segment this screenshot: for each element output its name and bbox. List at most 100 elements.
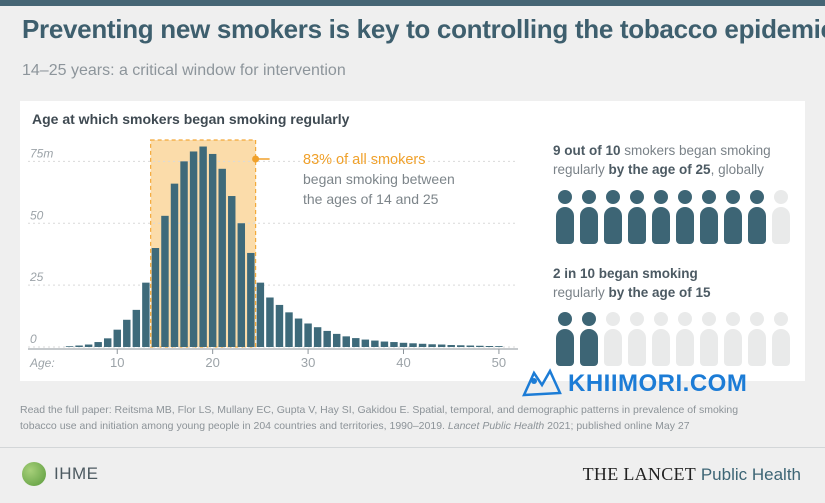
person-body [652, 329, 670, 366]
chart-heading: Age at which smokers began smoking regul… [32, 111, 350, 127]
citation-line2-pre: tobacco use and initiation among young p… [20, 420, 448, 432]
person-icon [724, 312, 742, 366]
person-body [604, 329, 622, 366]
person-icon [772, 190, 790, 244]
lancet-wordmark: THE LANCET [582, 464, 697, 484]
person-icon [580, 312, 598, 366]
histogram-bar [304, 323, 312, 347]
person-head [558, 190, 572, 204]
stat-25-prefix: 9 out of 10 [553, 143, 621, 158]
person-icon [676, 312, 694, 366]
person-head [750, 312, 764, 326]
stat-15-icon-row [556, 312, 790, 366]
person-icon [724, 190, 742, 244]
histogram-bar [409, 343, 417, 347]
person-icon [604, 190, 622, 244]
person-body [772, 329, 790, 366]
person-icon [604, 312, 622, 366]
person-body [628, 207, 646, 244]
x-tick-label: 10 [110, 355, 124, 370]
histogram-bar [437, 344, 446, 347]
top-accent-bar [0, 0, 825, 6]
ihme-globe-icon [22, 462, 46, 486]
histogram-bar [457, 345, 465, 347]
person-body [652, 207, 670, 244]
histogram-bar [189, 151, 198, 347]
histogram-bar [161, 215, 169, 347]
histogram-bar [285, 312, 293, 347]
histogram-bar [466, 345, 475, 347]
histogram-bar [390, 342, 398, 347]
person-head [702, 190, 716, 204]
histogram-bar [237, 223, 246, 347]
person-icon [748, 312, 766, 366]
citation: Read the full paper: Reitsma MB, Flor LS… [20, 402, 738, 434]
person-head [702, 312, 716, 326]
person-icon [556, 312, 574, 366]
ihme-logo-group[interactable]: IHME [22, 462, 99, 486]
x-tick-label: 40 [396, 355, 410, 370]
annotation-line3: the ages of 14 and 25 [303, 191, 439, 207]
histogram-bar [495, 346, 503, 347]
person-head [606, 312, 620, 326]
histogram-bar [361, 339, 370, 347]
watermark-figure-icon [522, 368, 562, 397]
person-head [678, 312, 692, 326]
person-head [630, 190, 644, 204]
histogram-bar [428, 344, 436, 347]
histogram-bar [84, 344, 93, 347]
person-body [628, 329, 646, 366]
histogram-bar [170, 183, 179, 347]
person-head [774, 190, 788, 204]
stat-15-line1: 2 in 10 began smoking [553, 266, 698, 281]
histogram-bar [208, 153, 217, 347]
person-icon [628, 190, 646, 244]
person-icon [700, 190, 718, 244]
histogram-bar [332, 333, 341, 347]
person-body [676, 207, 694, 244]
histogram-bar [342, 336, 350, 347]
histogram-bar [313, 327, 322, 347]
x-axis-label: Age: [29, 356, 55, 370]
person-head [582, 312, 596, 326]
histogram-bar [228, 196, 236, 347]
page-title: Preventing new smokers is key to control… [22, 14, 825, 44]
histogram-bar [447, 345, 455, 347]
person-body [724, 207, 742, 244]
person-body [724, 329, 742, 366]
stat-25-line2-pre: regularly [553, 162, 609, 177]
person-body [580, 329, 598, 366]
histogram-bar [294, 318, 303, 347]
person-icon [556, 190, 574, 244]
histogram-bar [323, 330, 331, 347]
y-tick-label: 25 [29, 270, 44, 284]
y-tick-label: 50 [30, 208, 44, 222]
stat-25-icon-row [556, 190, 790, 244]
histogram-bar [123, 319, 131, 347]
person-body [772, 207, 790, 244]
histogram-bar [218, 168, 226, 347]
person-head [750, 190, 764, 204]
annotation-line2: began smoking between [303, 171, 455, 187]
person-head [726, 312, 740, 326]
annotation-dot [252, 155, 260, 163]
person-body [700, 329, 718, 366]
histogram-bar [371, 340, 379, 347]
person-body [748, 329, 766, 366]
person-head [558, 312, 572, 326]
person-icon [580, 190, 598, 244]
histogram-bar [151, 248, 160, 347]
histogram-bar [247, 252, 255, 347]
stat-25-mid: smokers began smoking [620, 143, 771, 158]
histogram-bar [352, 338, 360, 347]
stat-15-line2-pre: regularly [553, 285, 609, 300]
person-head [606, 190, 620, 204]
footer-divider [0, 447, 825, 448]
annotation-headline: 83% of all smokers [303, 152, 426, 168]
person-icon [676, 190, 694, 244]
histogram-bar [418, 343, 427, 347]
person-head [654, 312, 668, 326]
histogram-bar [180, 161, 188, 347]
lancet-logo[interactable]: THE LANCET Public Health [583, 464, 801, 485]
